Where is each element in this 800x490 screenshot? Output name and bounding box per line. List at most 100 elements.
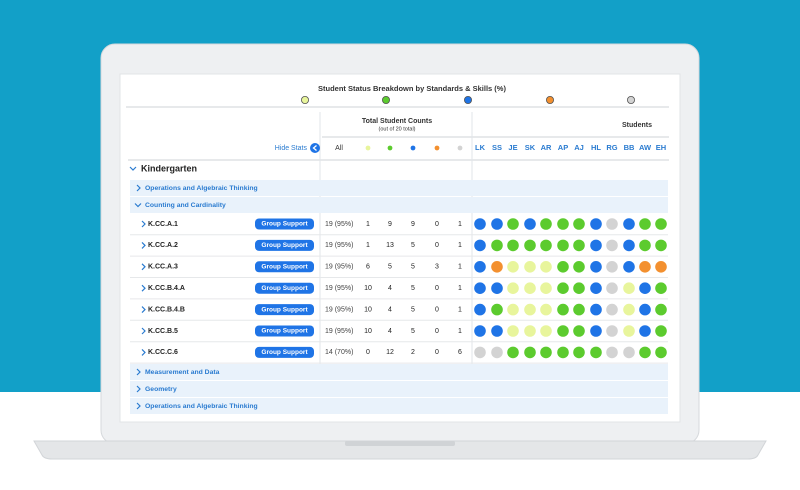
standard-label: K.CC.A.2 [148, 242, 178, 249]
status-count: 1 [458, 328, 462, 335]
column-status-dot [365, 145, 371, 151]
group-support-label[interactable]: Group Support [261, 306, 308, 313]
group-support-button[interactable] [255, 218, 314, 230]
student-status-dot [655, 239, 667, 252]
status-count: 0 [435, 242, 439, 249]
total-count: 19 (95%) [325, 328, 353, 335]
student-status-dot [573, 218, 585, 230]
student-status-dot [557, 325, 569, 337]
status-count: 1 [458, 264, 462, 271]
chevron [129, 166, 137, 171]
student-status-dot [590, 261, 602, 273]
section-title: Kindergarten [141, 163, 197, 173]
group-support-label[interactable]: Group Support [261, 285, 308, 292]
group-row[interactable] [130, 180, 668, 196]
chevron [141, 241, 146, 249]
student-status-dot [524, 325, 536, 337]
legend-dot [381, 96, 390, 105]
status-count: 5 [388, 264, 392, 271]
student-status-dot [507, 218, 519, 230]
student-status-dot [524, 261, 536, 273]
totals-title: Total Student Counts [362, 118, 432, 125]
group-support-label[interactable]: Group Support [261, 349, 308, 356]
hide-stats-button[interactable] [310, 143, 320, 153]
group-row[interactable] [130, 381, 668, 397]
status-count: 1 [366, 221, 370, 228]
column-status-dot [457, 145, 463, 151]
group-support-button[interactable] [255, 346, 314, 358]
group-support-label[interactable]: Group Support [261, 328, 308, 335]
student-status-dot [524, 239, 536, 252]
student-status-dot [623, 261, 635, 273]
group-row[interactable] [130, 398, 668, 414]
chevron [134, 203, 142, 208]
status-count: 9 [388, 221, 392, 228]
student-status-dot [540, 282, 552, 295]
student-status-dot [491, 346, 503, 359]
student-status-dot [655, 261, 667, 273]
student-status-dot [623, 325, 635, 337]
student-status-dot [573, 261, 585, 273]
student-status-dot [590, 218, 602, 230]
status-count: 5 [411, 242, 415, 249]
hide-stats[interactable]: Hide Stats [275, 145, 308, 152]
status-count: 1 [458, 285, 462, 292]
status-count: 6 [458, 349, 462, 356]
standard-label: K.CC.C.6 [148, 349, 178, 356]
group-support-button[interactable] [255, 304, 314, 316]
status-count: 10 [364, 285, 372, 292]
total-count: 19 (95%) [325, 264, 353, 271]
student-status-dot [573, 239, 585, 252]
status-count: 5 [411, 328, 415, 335]
hide-stats-icon [312, 145, 317, 151]
student-initials: AR [541, 143, 552, 152]
chevron [136, 402, 141, 410]
group-support-button[interactable] [255, 325, 314, 337]
student-status-dot [474, 325, 486, 337]
student-status-dot [557, 282, 569, 295]
status-count: 1 [458, 221, 462, 228]
student-status-dot [606, 346, 618, 359]
standard-label: K.CC.A.3 [148, 264, 178, 271]
student-status-dot [540, 325, 552, 337]
group-row[interactable] [130, 364, 668, 380]
chevron [136, 184, 141, 192]
student-status-dot [573, 346, 585, 359]
status-count: 5 [411, 285, 415, 292]
student-initials: AW [639, 143, 652, 152]
student-status-dot [524, 303, 536, 316]
student-status-dot [540, 218, 552, 230]
group-row[interactable] [130, 197, 668, 213]
group-title[interactable]: Counting and Cardinality [145, 202, 226, 209]
student-status-dot [639, 218, 651, 230]
student-status-dot [639, 303, 651, 316]
student-status-dot [557, 346, 569, 359]
group-support-label[interactable]: Group Support [261, 221, 308, 228]
group-support-label[interactable]: Group Support [261, 264, 308, 271]
chevron [136, 385, 141, 393]
group-title[interactable]: Measurement and Data [145, 369, 220, 376]
student-status-dot [507, 239, 519, 252]
legend-dot [300, 96, 309, 105]
student-status-dot [623, 346, 635, 359]
student-status-dot [623, 218, 635, 230]
group-support-button[interactable] [255, 261, 314, 273]
student-status-dot [590, 282, 602, 295]
group-title[interactable]: Operations and Algebraic Thinking [145, 403, 258, 410]
group-support-label[interactable]: Group Support [261, 242, 308, 249]
student-status-dot [491, 239, 503, 252]
student-status-dot [590, 346, 602, 359]
student-status-dot [639, 282, 651, 295]
student-status-dot [557, 261, 569, 273]
column-status-dot [387, 145, 393, 151]
group-title[interactable]: Operations and Algebraic Thinking [145, 185, 258, 192]
group-support-button[interactable] [255, 239, 314, 251]
status-count: 4 [388, 285, 392, 292]
group-title[interactable]: Geometry [145, 386, 177, 393]
student-status-dot [507, 325, 519, 337]
group-support-button[interactable] [255, 282, 314, 294]
student-status-dot [474, 239, 486, 252]
student-status-dot [491, 218, 503, 230]
